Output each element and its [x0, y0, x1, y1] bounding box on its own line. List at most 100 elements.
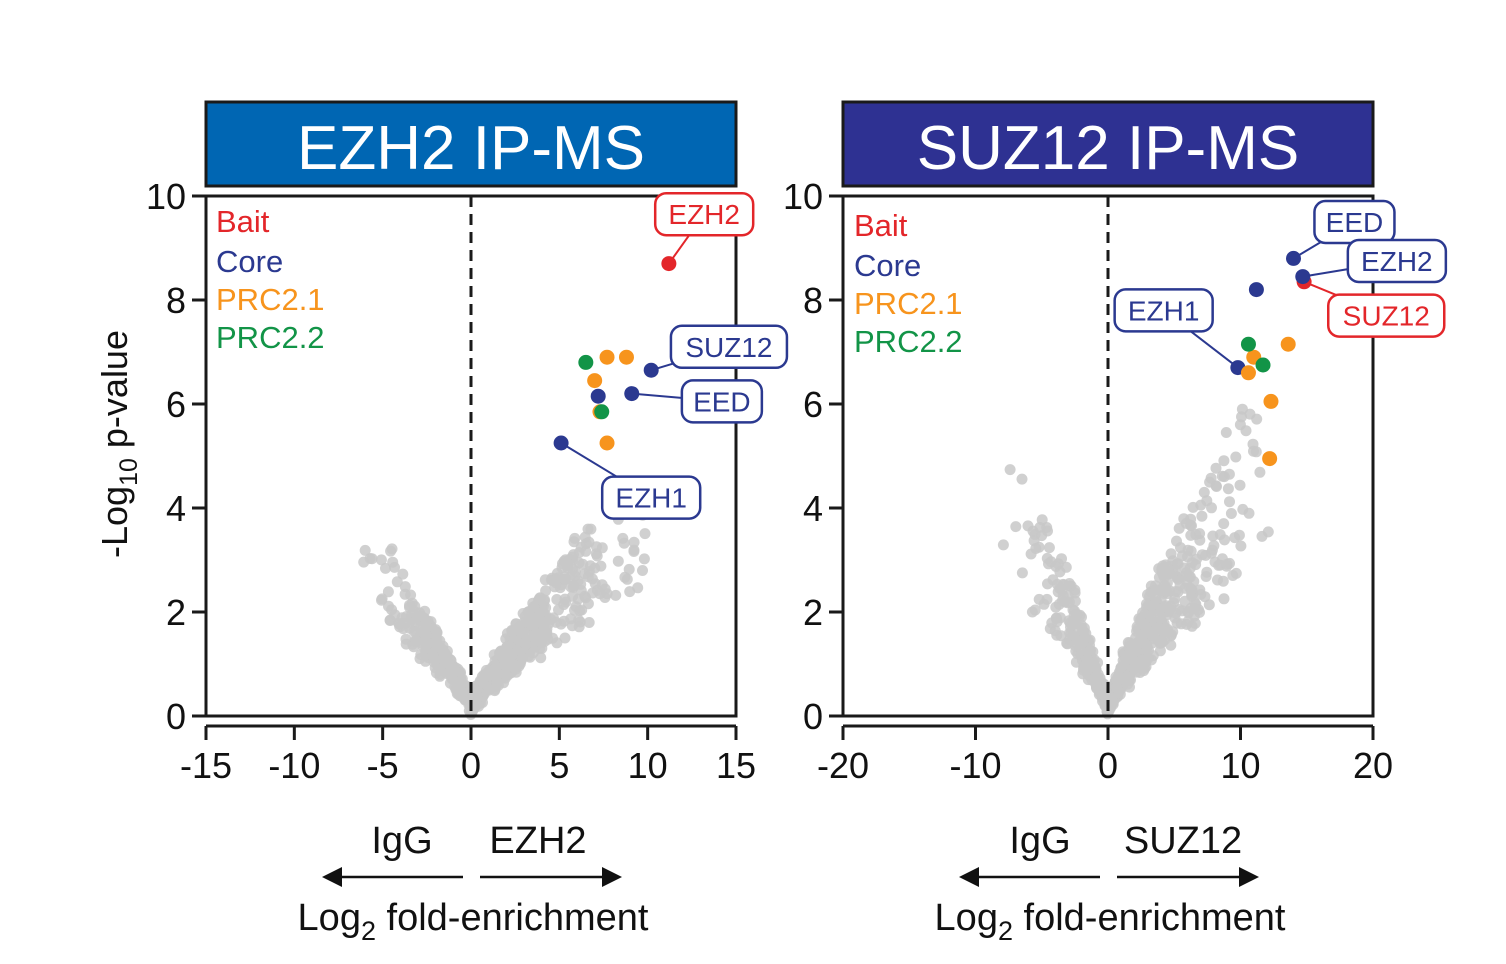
background-point [591, 541, 602, 553]
core-point [1295, 269, 1311, 285]
callout-box [600, 475, 702, 520]
background-point [1056, 584, 1068, 596]
background-point [520, 638, 532, 650]
background-point [1240, 425, 1252, 437]
right-arrow [480, 867, 622, 887]
callout-box [669, 324, 789, 370]
legend-core: Core [854, 248, 921, 283]
background-point [1237, 503, 1249, 515]
background-point [589, 562, 601, 574]
background-point [1036, 514, 1048, 526]
background-point [1174, 579, 1186, 591]
background-point [471, 690, 483, 702]
background-point [1218, 593, 1230, 605]
background-point [1159, 634, 1171, 646]
y-tick-label: 2 [166, 592, 186, 633]
background-point [1153, 608, 1165, 620]
background-point [380, 562, 391, 574]
background-point [596, 579, 608, 591]
prc22-point [578, 354, 594, 370]
prc22-point [1255, 357, 1271, 373]
background-point [1158, 571, 1170, 583]
background-point [1063, 578, 1075, 589]
background-point [478, 669, 490, 681]
prc21-point [587, 373, 603, 389]
background-point [1025, 548, 1037, 560]
background-point [1180, 517, 1192, 529]
y-tick-label: 0 [166, 696, 186, 737]
background-point [386, 543, 398, 555]
x-tick-label: -10 [949, 745, 1001, 786]
y-tick-label: 4 [166, 488, 186, 529]
background-point [1169, 612, 1181, 624]
background-point [637, 565, 648, 576]
legend: Bait Core PRC2.1 PRC2.2 [216, 204, 325, 355]
panel-title-bar [204, 100, 738, 188]
prc21-point [1240, 365, 1256, 381]
background-point [1207, 530, 1219, 542]
y-tick-label: 6 [166, 384, 186, 425]
background-point [1135, 632, 1147, 644]
background-point [414, 621, 426, 633]
plot-area: -20 -10 0 10 20 0 2 4 6 8 10 EED EZH2 SUZ12 EZH1 [783, 176, 1448, 786]
core-point [643, 362, 659, 378]
x-axis-label: Log2 fold-enrichment [298, 897, 649, 946]
background-point [1198, 486, 1210, 498]
callout-label: EZH2 [668, 199, 740, 230]
background-point [585, 523, 597, 535]
background-point [1004, 464, 1016, 476]
callout-box [1113, 288, 1214, 333]
background-point [610, 589, 622, 601]
background-point [1157, 560, 1169, 572]
background-point [528, 619, 540, 631]
background-point [599, 592, 611, 603]
background-point [359, 544, 371, 556]
background-point [393, 618, 405, 630]
background-point [1041, 593, 1053, 605]
background-point [1115, 661, 1127, 673]
background-point [404, 617, 416, 629]
left-arrow [322, 867, 463, 887]
background-point [414, 653, 426, 665]
core-point [1248, 282, 1264, 298]
callout-label: SUZ12 [1343, 301, 1430, 332]
panel-title: SUZ12 IP-MS [917, 114, 1299, 183]
legend-bait: Bait [216, 204, 270, 239]
x-tick-label: -20 [817, 745, 869, 786]
right-arrow [1117, 867, 1259, 887]
background-point [1140, 661, 1152, 673]
background-point [1187, 501, 1199, 513]
legend-prc2-1: PRC2.1 [854, 286, 963, 321]
prc22-point [1240, 336, 1256, 352]
background-point [488, 664, 500, 676]
background-point [387, 556, 399, 568]
callout-box [653, 191, 755, 237]
background-point [1248, 445, 1259, 457]
x-tick-label: 10 [1220, 745, 1260, 786]
x-tick-label: 15 [716, 745, 756, 786]
background-point [391, 576, 403, 588]
callout-label: EZH1 [615, 483, 687, 514]
background-point [1262, 526, 1274, 538]
legend: Bait Core PRC2.1 PRC2.2 [854, 208, 963, 359]
background-point [577, 558, 589, 570]
plot-frame [841, 194, 1375, 718]
background-point [624, 586, 636, 598]
background-point [1061, 637, 1073, 649]
background-point [639, 528, 651, 540]
background-point [514, 625, 526, 636]
background-point [510, 663, 522, 675]
background-point [1213, 559, 1225, 571]
background-point [559, 632, 571, 644]
core-point [590, 388, 606, 404]
y-tick-label: 8 [166, 280, 186, 321]
background-point [535, 637, 547, 648]
background-point [1188, 576, 1200, 587]
background-point [1217, 575, 1229, 587]
background-point [397, 568, 409, 580]
background-point [1150, 592, 1161, 604]
background-point [382, 586, 394, 598]
background-point [470, 698, 482, 710]
background-point [1128, 662, 1140, 674]
background-point [591, 550, 603, 562]
